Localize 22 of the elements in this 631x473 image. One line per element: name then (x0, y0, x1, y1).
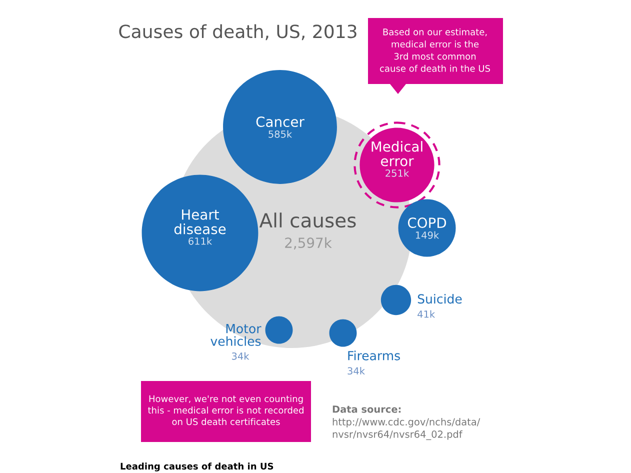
category-label: Medical error (372, 141, 422, 166)
data-label: 34k (348, 367, 365, 375)
data-label: 149k (416, 231, 440, 239)
data-label: 611k (188, 237, 212, 245)
source-note: Data source: (332, 406, 401, 413)
text: Leading causes of death in US (120, 462, 274, 472)
category-label: Motor vehicles (210, 324, 262, 346)
data-label: 585k (268, 130, 292, 138)
category-label: All causes (259, 212, 356, 228)
data-label: 34k (232, 352, 250, 360)
text: http://www.cdc.gov/nchs/data/ nvsr/nvsr64/nvsr64_02.pdf (332, 418, 480, 440)
category-label: Firearms (348, 350, 400, 360)
category-label: COPD (408, 218, 446, 228)
data-label: 2,597k (285, 237, 332, 250)
category-label: Heart disease (174, 209, 226, 234)
data-label: 251k (386, 169, 410, 177)
text: However, we're not even counting this - medical error is not recorded on US death certificates (148, 395, 304, 426)
category-label: Suicide (418, 294, 462, 304)
category-label: Cancer (256, 116, 304, 128)
text: Causes of death, US, 2013 (119, 24, 356, 40)
text: Based on our estimate, medical error is the 3rd most common cause of death in the US (380, 28, 490, 72)
data-label: 41k (418, 310, 436, 318)
